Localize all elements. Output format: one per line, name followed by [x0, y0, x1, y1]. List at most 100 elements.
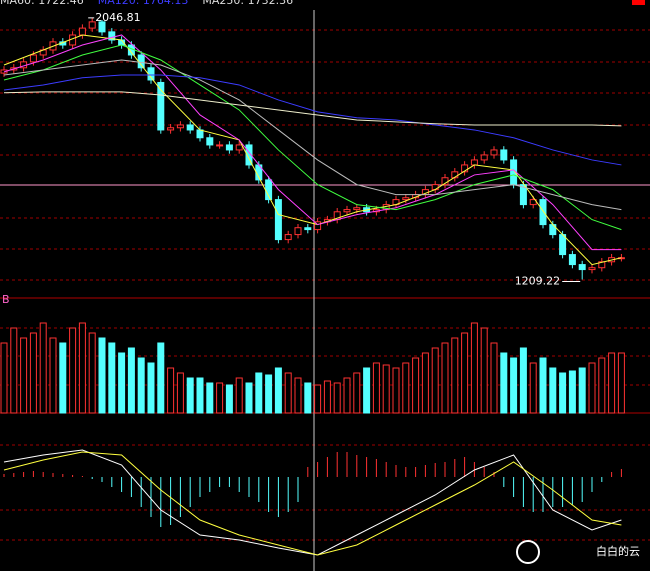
- volume-bar: [363, 367, 371, 414]
- candle-body: [206, 137, 214, 146]
- volume-bar: [617, 352, 625, 414]
- volume-bar: [20, 337, 28, 414]
- volume-bar: [314, 384, 322, 414]
- volume-bar: [598, 357, 606, 414]
- candle-body: [294, 227, 302, 236]
- indicator-line: [3, 34, 622, 251]
- candle-body: [176, 124, 184, 129]
- volume-bar: [69, 327, 77, 414]
- volume-bar: [578, 367, 586, 414]
- volume-bar: [519, 347, 527, 414]
- volume-bar: [265, 374, 273, 414]
- volume-bar: [343, 377, 351, 414]
- candle-body: [88, 21, 96, 29]
- volume-bar: [118, 352, 126, 414]
- candle-body: [29, 54, 37, 63]
- candle-body: [167, 127, 175, 131]
- volume-bar: [588, 362, 596, 414]
- volume-bar: [127, 347, 135, 414]
- indicator-line: [3, 34, 622, 266]
- volume-bar: [39, 322, 47, 414]
- volume-bar: [608, 352, 616, 414]
- volume-bar: [382, 364, 390, 414]
- volume-bar: [333, 382, 341, 414]
- candle-body: [196, 129, 204, 139]
- volume-bar: [10, 327, 18, 414]
- volume-bar: [372, 362, 380, 414]
- volume-bar: [294, 377, 302, 414]
- volume-label: B: [2, 293, 10, 306]
- candle-body: [490, 149, 498, 156]
- volume-bar: [225, 384, 233, 414]
- candle-body: [568, 254, 576, 266]
- candle-body: [245, 144, 253, 166]
- volume-bar: [284, 372, 292, 414]
- candle-body: [598, 261, 606, 269]
- candle-body: [343, 209, 351, 213]
- volume-bar: [216, 382, 224, 414]
- candle-body: [519, 184, 527, 206]
- volume-bar: [431, 347, 439, 414]
- volume-bar: [0, 342, 8, 414]
- volume-bar: [186, 377, 194, 414]
- candle-body: [108, 31, 116, 41]
- volume-bar: [412, 357, 420, 414]
- candle-body: [588, 267, 596, 271]
- volume-bar: [323, 380, 331, 414]
- candle-body: [304, 227, 312, 231]
- candle-body: [480, 154, 488, 161]
- volume-bar: [568, 370, 576, 414]
- candle-body: [137, 54, 145, 69]
- volume-bar: [235, 377, 243, 414]
- volume-bar: [49, 337, 57, 414]
- volume-bar: [206, 382, 214, 414]
- indicator-line: [3, 44, 622, 231]
- volume-bar: [470, 322, 478, 414]
- volume-bar: [549, 367, 557, 414]
- volume-bar: [304, 382, 312, 414]
- volume-bar: [59, 342, 67, 414]
- volume-bar: [353, 372, 361, 414]
- volume-bar: [98, 337, 106, 414]
- volume-bar: [510, 357, 518, 414]
- watermark-icon: [516, 540, 540, 564]
- candle-body: [225, 144, 233, 151]
- volume-bar: [147, 362, 155, 414]
- candle-body: [186, 124, 194, 131]
- volume-bar: [157, 342, 165, 414]
- indicator-line: [3, 449, 622, 556]
- indicator-line: [3, 74, 622, 166]
- volume-bar: [451, 337, 459, 414]
- candle-body: [461, 164, 469, 173]
- candle-body: [157, 81, 165, 131]
- candle-body: [500, 149, 508, 161]
- volume-bar: [78, 322, 86, 414]
- volume-bar: [29, 332, 37, 414]
- volume-bar: [490, 342, 498, 414]
- volume-bar: [402, 362, 410, 414]
- candle-body: [578, 264, 586, 271]
- volume-bar: [255, 372, 263, 414]
- candle-body: [235, 144, 243, 151]
- volume-bar: [480, 327, 488, 414]
- volume-bar: [245, 382, 253, 414]
- volume-bar: [88, 332, 96, 414]
- volume-bar: [539, 357, 547, 414]
- candle-body: [470, 159, 478, 166]
- volume-bar: [392, 367, 400, 414]
- volume-bar: [167, 367, 175, 414]
- watermark: 白白的云: [596, 544, 640, 558]
- candle-body: [402, 197, 410, 201]
- volume-bar: [196, 377, 204, 414]
- legend-entry: MA250: 1732.36: [202, 0, 293, 7]
- volume-bar: [176, 372, 184, 414]
- annotation: 2046.81: [95, 11, 141, 24]
- volume-bar: [137, 357, 145, 414]
- volume-bar: [421, 352, 429, 414]
- candle-body: [539, 199, 547, 226]
- volume-bar: [274, 367, 282, 414]
- close-icon[interactable]: [632, 0, 645, 5]
- indicator-line: [3, 91, 622, 127]
- legend-entry: MA120: 1764.13: [98, 0, 189, 7]
